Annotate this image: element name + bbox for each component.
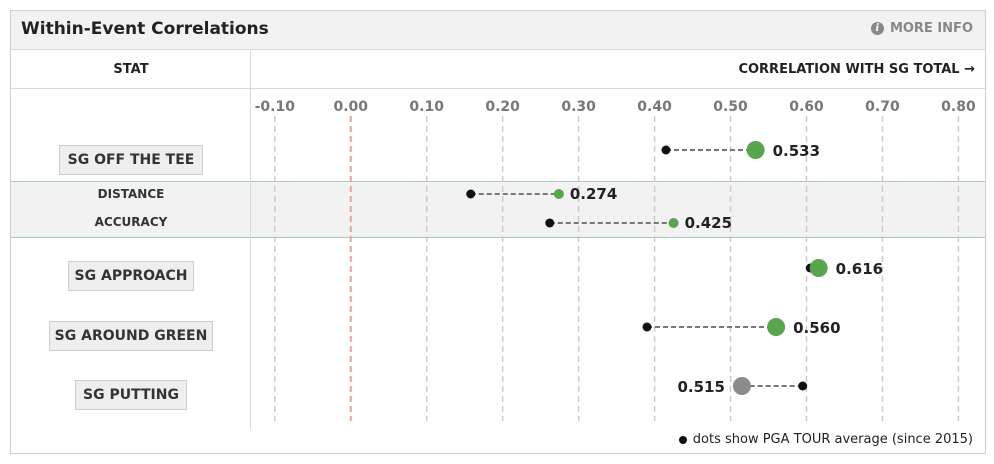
stat-button-sg-around-green[interactable]: SG AROUND GREEN — [49, 321, 213, 351]
correlation-column-header: CORRELATION WITH SG TOTAL → — [251, 49, 985, 89]
x-tick-label: 0.60 — [789, 99, 824, 115]
x-tick-label: 0.70 — [865, 99, 900, 115]
x-tick-label: -0.10 — [255, 99, 296, 115]
x-tick-label: 0.30 — [561, 99, 596, 115]
value-label: 0.515 — [677, 378, 724, 396]
tour-average-dot — [545, 218, 555, 228]
stat-column-header: STAT — [11, 49, 251, 89]
more-info-button[interactable]: i MORE INFO — [870, 21, 973, 36]
x-tick-label: 0.20 — [485, 99, 520, 115]
more-info-label: MORE INFO — [889, 21, 973, 36]
value-label: 0.533 — [773, 142, 820, 160]
sub-stat-accuracy: ACCURACY — [94, 215, 168, 229]
x-tick-label: 0.50 — [713, 99, 748, 115]
panel-header: Within-Event Correlations i MORE INFO — [11, 11, 985, 50]
value-label: 0.616 — [836, 260, 883, 278]
correlation-header-label: CORRELATION WITH SG TOTAL → — [738, 62, 975, 77]
value-dot — [809, 259, 828, 277]
panel-title: Within-Event Correlations — [21, 19, 269, 39]
stat-button-sg-off-the-tee[interactable]: SG OFF THE TEE — [59, 145, 203, 175]
value-dot — [767, 318, 786, 336]
tour-average-dot — [661, 145, 671, 155]
sub-stat-band — [11, 181, 985, 238]
x-tick-label: 0.40 — [637, 99, 672, 115]
tour-average-dot-icon — [678, 435, 687, 444]
stat-header-label: STAT — [113, 62, 149, 77]
tour-average-dot — [642, 322, 652, 332]
stat-button-sg-putting[interactable]: SG PUTTING — [75, 380, 187, 410]
info-icon: i — [870, 22, 884, 35]
value-label: 0.274 — [570, 185, 617, 203]
value-dot — [553, 189, 564, 199]
sub-stat-distance: DISTANCE — [97, 187, 165, 201]
tour-average-dot — [798, 381, 808, 391]
value-label: 0.560 — [793, 319, 840, 337]
tour-average-dot — [466, 189, 476, 199]
value-dot — [668, 218, 679, 228]
value-label: 0.425 — [685, 214, 732, 232]
correlation-plot: -0.10 0.00 0.10 0.20 0.30 0.40 0.50 0.60 0.70 0.8… — [255, 99, 976, 421]
footer-note: dots show PGA TOUR average (since 2015) — [678, 432, 973, 447]
footer-note-text: dots show PGA TOUR average (since 2015) — [692, 432, 973, 447]
value-dot — [732, 377, 751, 395]
value-dot — [746, 141, 765, 159]
x-tick-label: 0.00 — [333, 99, 368, 115]
x-tick-label: 0.80 — [941, 99, 976, 115]
correlations-panel: Within-Event Correlations i MORE INFO ST… — [10, 10, 986, 454]
x-tick-label: 0.10 — [409, 99, 444, 115]
stat-column — [11, 89, 251, 429]
stat-button-sg-approach[interactable]: SG APPROACH — [68, 261, 194, 291]
